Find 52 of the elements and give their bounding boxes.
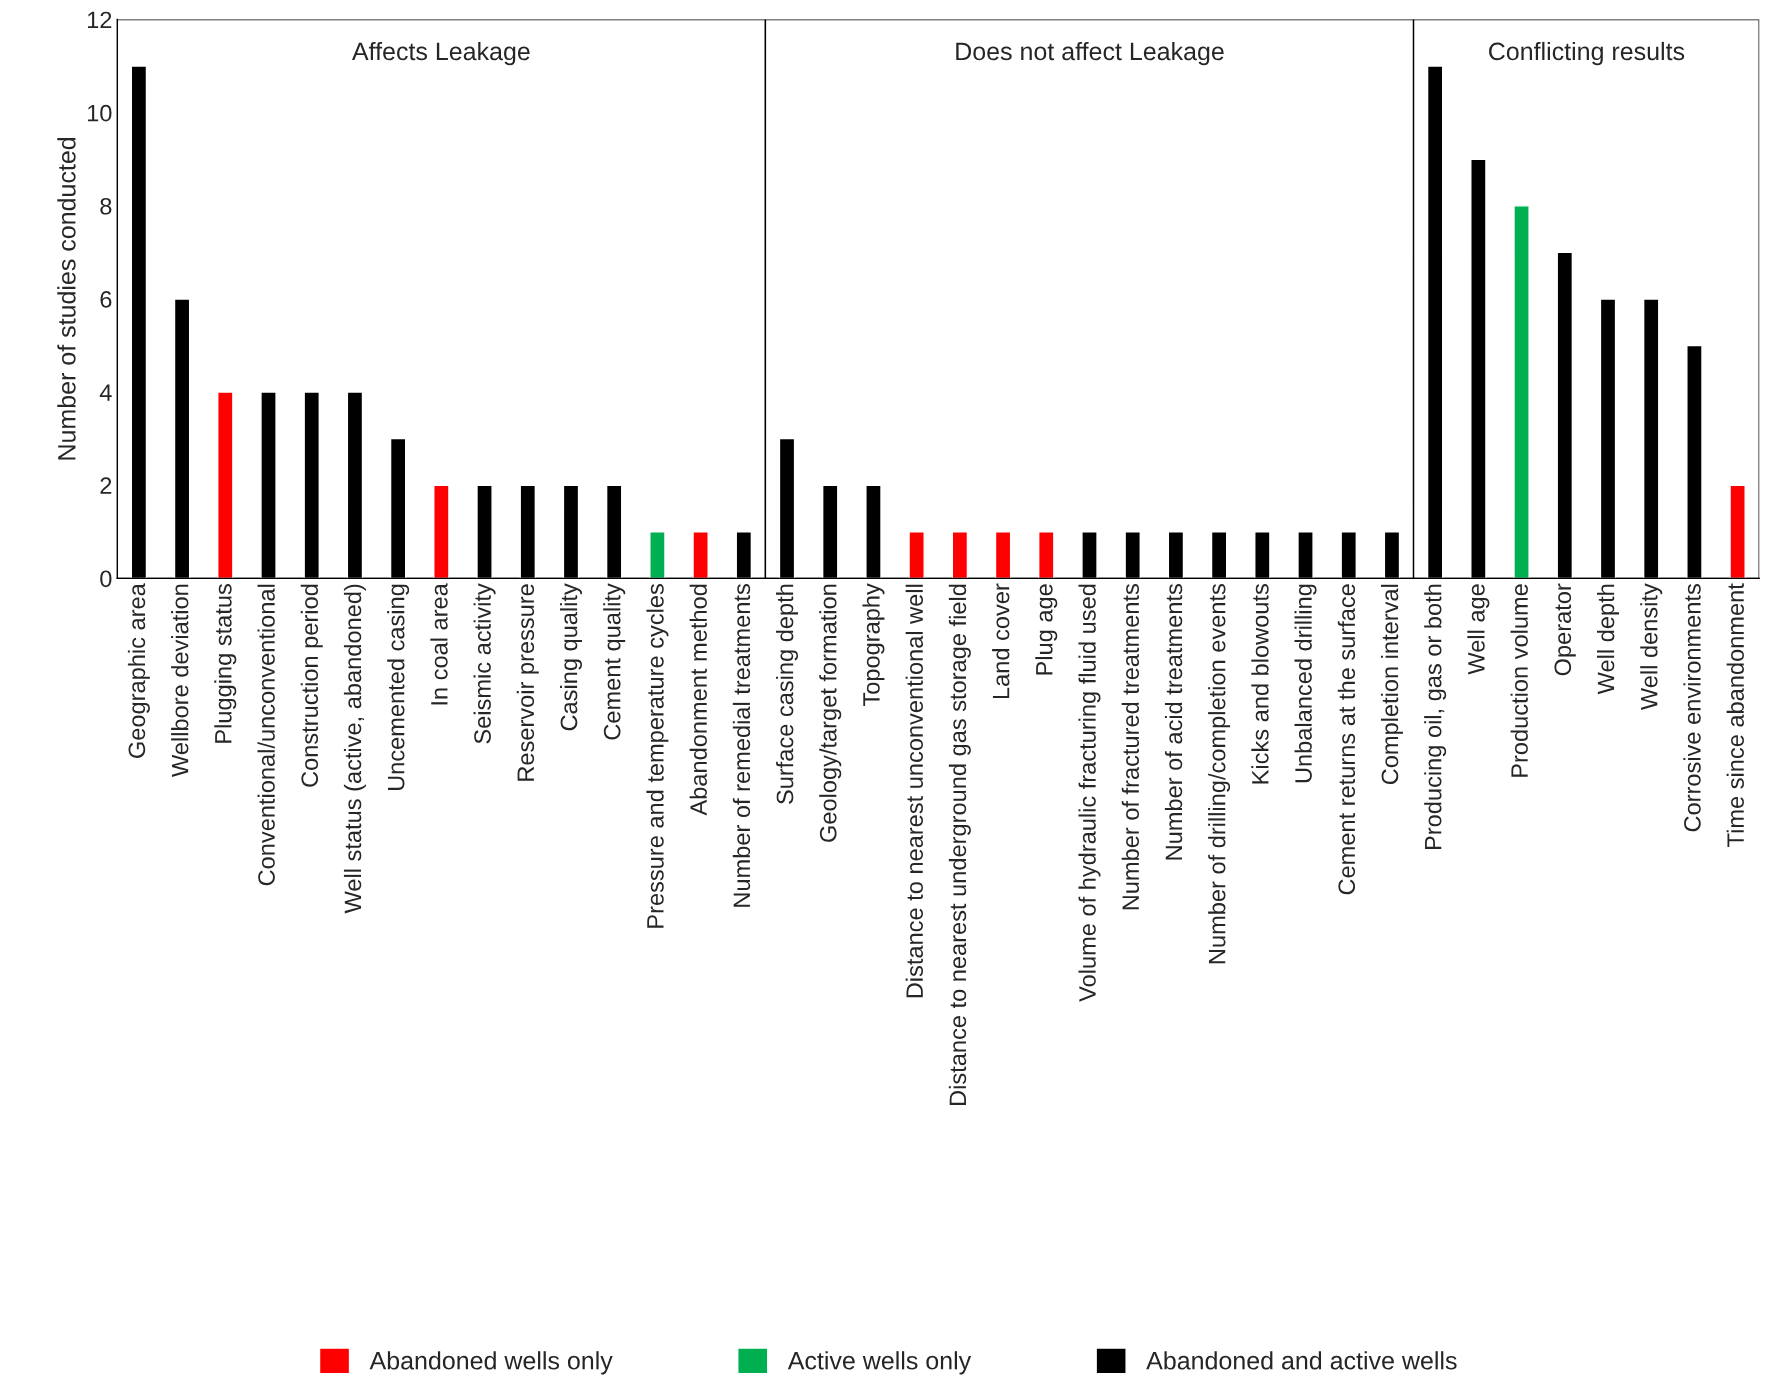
y-axis-title: Number of studies conducted [57,137,76,460]
x-tick-label: Cement returns at the surface [1337,584,1356,895]
legend-label: Abandoned wells only [369,1351,613,1375]
x-tick-label: Cement quality [603,583,626,740]
x-tick-label: Surface casing depth [776,584,799,804]
legend-label: Abandoned and active wells [1146,1351,1457,1370]
x-tick-label: Corrosive environments [1683,584,1701,832]
x-tick-label: Well status (active, abandoned) [343,584,366,914]
x-tick-label: Volume of hydraulic fracturing fluid used [1078,584,1101,1002]
band-label: Affects Leakage [351,41,530,66]
band-label: Does not affect Leakage [956,41,1224,66]
x-tick-label: Plug age [1035,584,1058,675]
x-tick-label: Wellbore deviation [171,584,189,777]
x-tick-label: Kicks and blowouts [1251,584,1269,784]
y-tick-label: 2 [100,477,112,494]
y-tick-label: 8 [100,197,112,215]
y-tick-label: 0 [100,570,112,588]
x-tick-label: Casing quality [559,583,582,731]
x-tick-label: Number of fractured treatments [1121,584,1140,910]
x-tick-label: Geology/target formation [819,584,842,842]
x-tick-label: Time since abandonment [1726,583,1744,847]
x-tick-label: Distance to nearest underground gas storage field [948,584,971,1105]
x-tick-label: Number of drilling/completion events [1208,584,1231,964]
x-tick-label: Construction period [300,584,323,787]
y-tick-label: 4 [99,384,112,401]
x-tick-label: Reservoir pressure [516,584,539,781]
x-tick-label: Completion interval [1380,584,1403,785]
x-tick-label: Geographic area [127,583,150,758]
x-tick-label: Number of acid treatments [1164,584,1183,860]
x-tick-label: Pressure and temperature cycles [646,584,669,928]
x-tick-label: Operator [1554,583,1576,676]
x-tick-label: Distance to nearest unconventional well [905,584,923,998]
x-tick-label: Number of remedial treatments [732,584,751,907]
x-tick-label: Well age [1467,584,1490,675]
x-tick-label: Land cover [992,583,1010,699]
x-tick-label: Plugging status [214,584,237,743]
y-tick-label: 12 [87,11,112,29]
x-tick-label: Abandonment method [689,584,707,816]
x-tick-label: Topography [862,583,885,707]
y-tick-label: 6 [100,291,112,308]
x-tick-label: In coal area [430,583,448,705]
x-tick-label: Seismic activity [473,583,496,744]
x-tick-label: Uncemented casing [387,584,410,791]
x-tick-label: Well density [1640,583,1663,710]
x-tick-label: Conventional/unconventional [257,584,275,886]
legend-label: Active wells only [787,1351,972,1375]
band-label: Conflicting results [1489,41,1685,66]
x-tick-label: Unbalanced drilling [1294,584,1317,783]
x-tick-label: Producing oil, gas or both [1424,584,1447,850]
x-tick-label: Well depth [1596,584,1619,695]
x-tick-label: Production volume [1510,584,1528,777]
y-tick-label: 10 [87,104,112,122]
